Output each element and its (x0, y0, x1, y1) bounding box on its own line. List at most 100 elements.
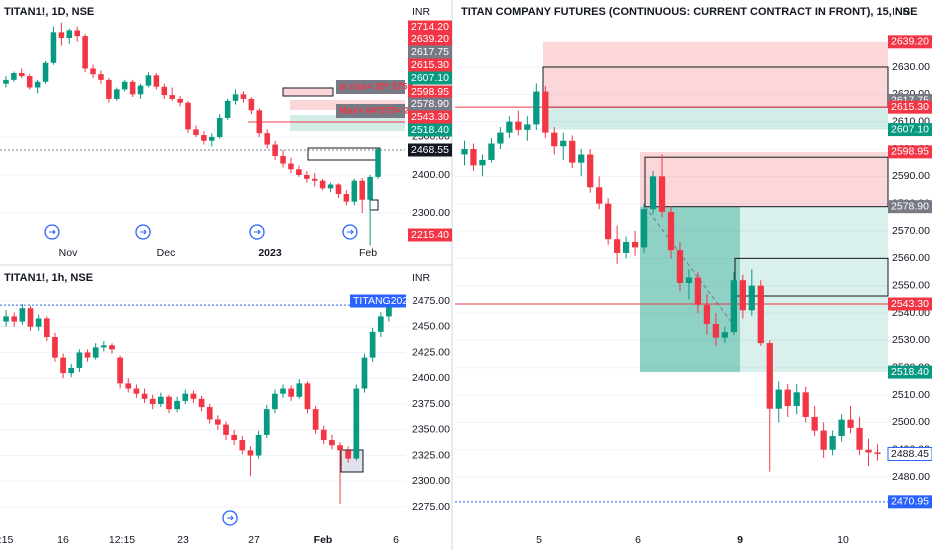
x-tick-label: 6 (635, 534, 641, 546)
y-tick-label: 2630.00 (892, 61, 930, 73)
candle-body (19, 308, 26, 322)
target-zone-light (740, 206, 888, 373)
candle-body (757, 285, 764, 344)
candle-body (288, 163, 294, 170)
candle-body (34, 81, 41, 88)
event-icon-arrow (347, 229, 354, 235)
candle-body (658, 176, 666, 212)
candle-body (185, 102, 191, 130)
candle-body (375, 148, 381, 177)
candle-body (149, 398, 156, 404)
candle-body (216, 117, 223, 137)
candle-body (114, 89, 120, 99)
candle-body (497, 132, 504, 144)
candle-body (304, 175, 310, 179)
price-tag-label: 2598.95 (891, 146, 929, 158)
price-tag-label: 2488.45 (891, 448, 929, 460)
range-box (644, 156, 889, 208)
price-tag-label: TITANG2023 (353, 295, 414, 307)
candle-body (209, 136, 215, 141)
y-tick-label: 2400.00 (412, 372, 450, 384)
annotation: sl risk= 20* 375= (339, 82, 413, 93)
price-tag (350, 294, 406, 308)
candle-body (685, 277, 693, 283)
candle-body (153, 75, 160, 87)
candle-body (68, 367, 75, 374)
candle-body (11, 73, 17, 80)
candle-body (542, 91, 549, 133)
candle-body (605, 203, 612, 240)
annotation-bg (336, 80, 405, 94)
y-tick-label: 2300.00 (412, 475, 450, 487)
candle-body (802, 392, 809, 417)
price-tag (408, 71, 452, 85)
y-tick-label: 2475.00 (412, 295, 450, 307)
candle-body (231, 434, 238, 441)
price-tag-label: 2615.30 (891, 101, 929, 113)
candle-body (847, 419, 854, 428)
candle-body (694, 277, 702, 305)
candle-body (125, 383, 132, 389)
candle-body (524, 124, 531, 130)
y-tick-label: 2560.00 (892, 252, 930, 264)
annotation: Max= 64*375= 24 (339, 106, 415, 117)
candle-body (201, 135, 207, 141)
price-tag-label: 2598.95 (411, 86, 449, 98)
candle-body (42, 62, 49, 82)
x-tick-label: 23 (177, 534, 189, 546)
y-tick-label: 2425.00 (412, 346, 450, 358)
candle-body (730, 280, 737, 333)
candle-body (133, 388, 140, 394)
candle-body (386, 306, 392, 317)
x-tick-label: 6 (393, 534, 399, 546)
candle-body (137, 85, 144, 95)
price-tag-label: 2578.90 (891, 200, 929, 212)
price-tag (408, 58, 452, 72)
candle-body (98, 74, 104, 80)
price-tag (408, 85, 452, 99)
candle-body (169, 95, 175, 99)
candle-body (506, 121, 513, 133)
target-zone (543, 41, 888, 108)
candle-body (631, 241, 639, 248)
candle-body (329, 440, 335, 446)
candle-body (551, 132, 558, 147)
y-tick-label: 2550.00 (892, 279, 930, 291)
y-tick-label: 2510.00 (892, 389, 930, 401)
price-tag-label: 2468.55 (411, 144, 449, 156)
price-tag-label: 2518.40 (891, 366, 929, 378)
candle-body (84, 352, 91, 358)
candle-body (280, 388, 286, 394)
event-icon-arrow (254, 229, 261, 235)
candle-body (11, 316, 18, 322)
candle-body (206, 407, 213, 420)
candle-body (288, 388, 295, 397)
price-tag (888, 145, 932, 159)
price-tag-label: 2543.30 (891, 298, 929, 310)
profit-zone (543, 107, 888, 130)
zone (290, 115, 405, 131)
x-tick-label: 5 (536, 534, 542, 546)
candle-body (613, 239, 621, 253)
candle-body (224, 100, 231, 118)
price-tag-label: 2639.20 (891, 36, 929, 48)
price-tag (888, 100, 932, 114)
candle-body (117, 357, 123, 384)
candle-body (793, 392, 800, 406)
stop-zone (640, 151, 888, 207)
candle-body (784, 389, 791, 406)
candle-body (26, 76, 33, 88)
candle-body (712, 323, 720, 338)
x-tick-label: 12:15 (109, 534, 135, 546)
y-tick-label: 2450.00 (412, 321, 450, 333)
y-tick-label: 2400.00 (412, 169, 450, 181)
candle-body (337, 445, 343, 451)
target-zone-dark (640, 206, 740, 373)
candle-body (361, 357, 368, 389)
candle-body (272, 144, 278, 156)
candle-body (255, 434, 262, 456)
x-tick-label: 9 (737, 534, 743, 546)
event-icon-arrow (140, 229, 147, 235)
candle-body (560, 140, 567, 147)
